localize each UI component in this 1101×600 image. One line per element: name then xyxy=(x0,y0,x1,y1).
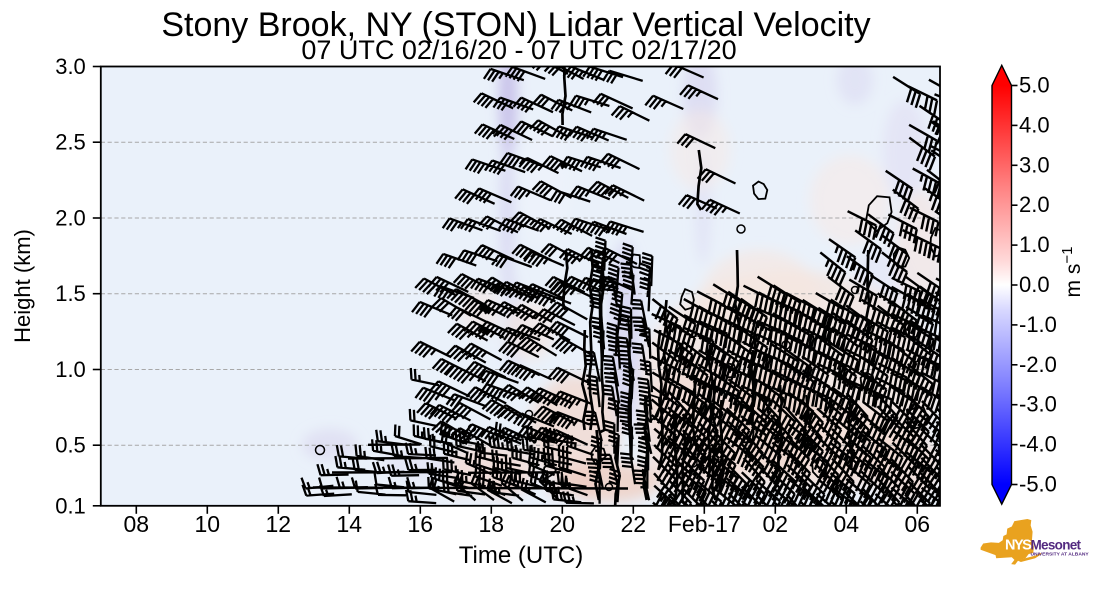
svg-text:-1.0: -1.0 xyxy=(1019,312,1057,337)
svg-text:0.5: 0.5 xyxy=(55,433,86,458)
svg-text:UNIVERSITY AT ALBANY: UNIVERSITY AT ALBANY xyxy=(1031,552,1090,558)
svg-text:-2.0: -2.0 xyxy=(1019,352,1057,377)
svg-text:08: 08 xyxy=(124,511,150,537)
svg-text:14: 14 xyxy=(337,511,363,537)
svg-text:2.0: 2.0 xyxy=(55,206,86,231)
svg-text:-4.0: -4.0 xyxy=(1019,432,1057,457)
svg-text:18: 18 xyxy=(479,511,505,537)
svg-text:-3.0: -3.0 xyxy=(1019,392,1057,417)
svg-text:22: 22 xyxy=(621,511,647,537)
svg-text:m s−1: m s−1 xyxy=(1059,247,1085,298)
svg-text:20: 20 xyxy=(550,511,576,537)
svg-text:NYS: NYS xyxy=(1005,538,1032,554)
svg-text:1.5: 1.5 xyxy=(55,281,86,306)
svg-text:12: 12 xyxy=(266,511,292,537)
svg-text:0.0: 0.0 xyxy=(1019,272,1050,297)
svg-text:16: 16 xyxy=(408,511,434,537)
svg-text:Mesonet: Mesonet xyxy=(1031,538,1082,553)
svg-text:-5.0: -5.0 xyxy=(1019,472,1057,497)
svg-text:1.0: 1.0 xyxy=(1019,232,1050,257)
svg-text:5.0: 5.0 xyxy=(1019,73,1050,98)
svg-text:Feb-17: Feb-17 xyxy=(668,511,741,537)
svg-text:04: 04 xyxy=(834,511,860,537)
svg-text:Height (km): Height (km) xyxy=(10,229,35,343)
svg-text:3.0: 3.0 xyxy=(1019,152,1050,177)
svg-text:2.0: 2.0 xyxy=(1019,192,1050,217)
svg-text:10: 10 xyxy=(195,511,221,537)
svg-text:Stony Brook, NY (STON) Lidar V: Stony Brook, NY (STON) Lidar Vertical Ve… xyxy=(161,6,870,44)
svg-text:02: 02 xyxy=(763,511,789,537)
svg-text:1.0: 1.0 xyxy=(55,357,86,382)
svg-text:4.0: 4.0 xyxy=(1019,112,1050,137)
svg-text:07 UTC 02/16/20 - 07 UTC 02/17: 07 UTC 02/16/20 - 07 UTC 02/17/20 xyxy=(301,35,736,65)
svg-text:06: 06 xyxy=(905,511,931,537)
svg-text:0.1: 0.1 xyxy=(55,493,86,518)
svg-text:Time (UTC): Time (UTC) xyxy=(459,542,583,569)
svg-text:3.0: 3.0 xyxy=(55,54,86,79)
svg-text:2.5: 2.5 xyxy=(55,130,86,155)
